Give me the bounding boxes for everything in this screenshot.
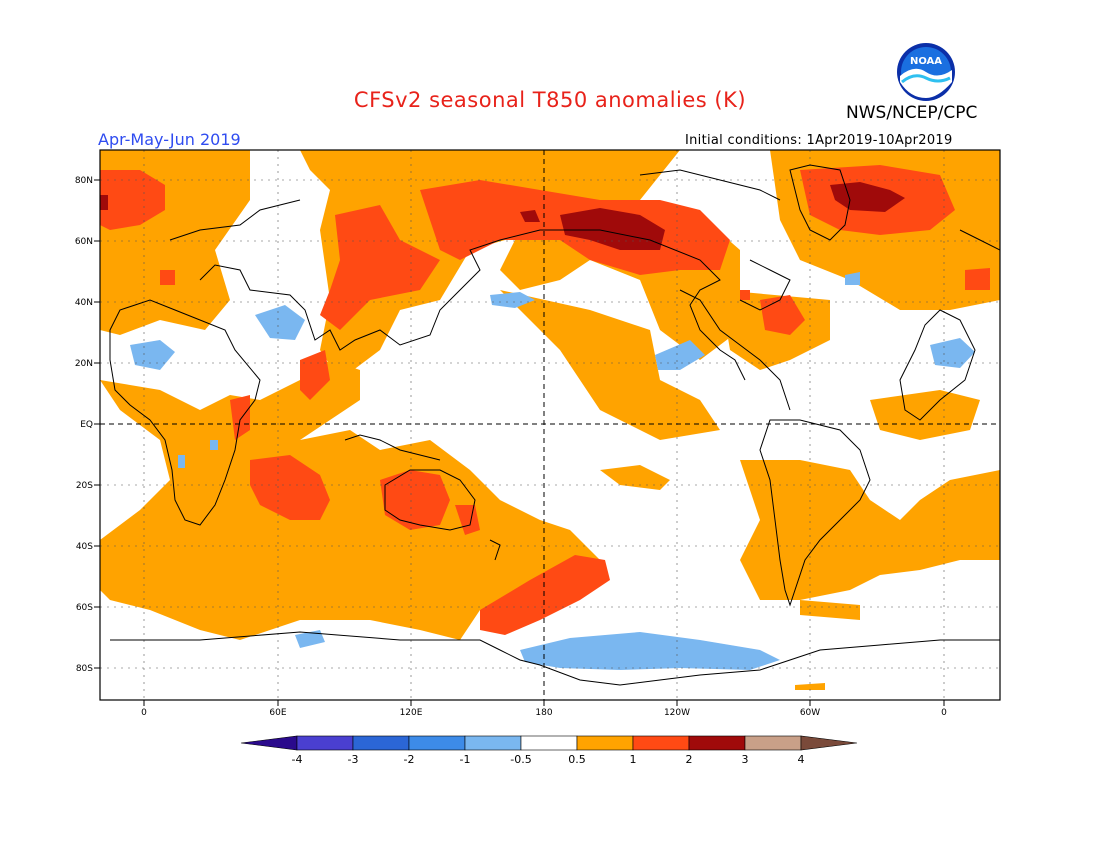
lon-label: 0 bbox=[141, 708, 147, 718]
lon-label: 180 bbox=[535, 708, 552, 718]
lat-label: 80N bbox=[75, 176, 93, 186]
noaa-logo-text: NOAA bbox=[910, 56, 942, 67]
agency-label: NWS/NCEP/CPC bbox=[846, 103, 978, 123]
lat-label: 40S bbox=[76, 542, 93, 552]
colorbar-segment bbox=[744, 735, 802, 751]
initial-conditions-label: Initial conditions: 1Apr2019-10Apr2019 bbox=[685, 133, 953, 148]
colorbar-segment bbox=[408, 735, 466, 751]
noaa-logo: NOAA bbox=[897, 43, 955, 101]
longitude-axis: 0 60E 120E 180 120W 60W 0 bbox=[141, 700, 947, 718]
colorbar-segment bbox=[352, 735, 410, 751]
lon-label: 120E bbox=[400, 708, 423, 718]
colorbar-label: 3 bbox=[742, 753, 749, 766]
colorbar-label: 4 bbox=[798, 753, 805, 766]
lat-label: 20N bbox=[75, 359, 93, 369]
colorbar-label: -1 bbox=[460, 753, 471, 766]
latitude-axis: 80N 60N 40N 20N EQ 20S 40S 60S 80S bbox=[75, 176, 100, 674]
season-label: Apr-May-Jun 2019 bbox=[98, 130, 241, 149]
colorbar-label: 1 bbox=[630, 753, 637, 766]
colorbar-segment bbox=[464, 735, 522, 751]
lat-label: 20S bbox=[76, 481, 93, 491]
colorbar-segment bbox=[688, 735, 746, 751]
map-frame bbox=[99, 149, 1001, 701]
lon-label: 60W bbox=[800, 708, 820, 718]
lon-label: 0 bbox=[941, 708, 947, 718]
lat-label: EQ bbox=[80, 420, 93, 430]
colorbar-label: 0.5 bbox=[568, 753, 586, 766]
chart-title: CFSv2 seasonal T850 anomalies (K) bbox=[353, 88, 747, 112]
lon-label: 60E bbox=[269, 708, 286, 718]
colorbar-label: -4 bbox=[292, 753, 303, 766]
lat-label: 40N bbox=[75, 298, 93, 308]
colorbar-segment bbox=[632, 735, 690, 751]
colorbar-label: -0.5 bbox=[510, 753, 531, 766]
colorbar-arrow-high bbox=[800, 735, 858, 751]
colorbar-labels: -4 -3 -2 -1 -0.5 0.5 1 2 3 4 bbox=[292, 753, 805, 766]
grid-lines bbox=[100, 150, 1000, 700]
colorbar bbox=[240, 735, 858, 751]
coastlines bbox=[109, 164, 1000, 686]
colorbar-label: -3 bbox=[348, 753, 359, 766]
colorbar-label: -2 bbox=[404, 753, 415, 766]
colorbar-segment bbox=[296, 735, 354, 751]
equator-dateline bbox=[100, 150, 1000, 700]
colorbar-label: 2 bbox=[686, 753, 693, 766]
colorbar-segment bbox=[520, 735, 578, 751]
anomaly-field bbox=[100, 150, 1000, 700]
lon-label: 120W bbox=[664, 708, 690, 718]
lat-label: 60S bbox=[76, 603, 93, 613]
lat-label: 60N bbox=[75, 237, 93, 247]
colorbar-arrow-low bbox=[240, 735, 298, 751]
lat-label: 80S bbox=[76, 664, 93, 674]
colorbar-segment bbox=[576, 735, 634, 751]
